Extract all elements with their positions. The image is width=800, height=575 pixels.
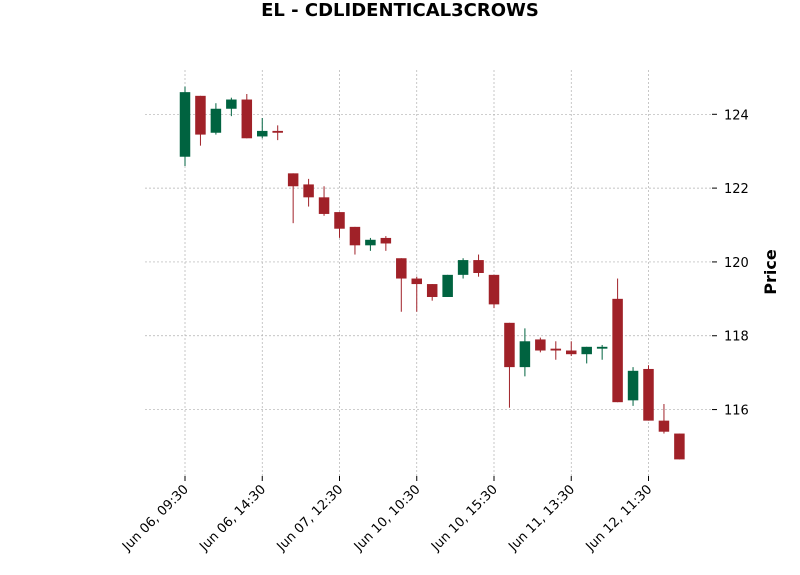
- y-tick-label: 124: [724, 108, 749, 123]
- candle-body-down: [195, 95, 206, 135]
- candle-body-up: [365, 239, 376, 246]
- candle-body-down: [318, 197, 330, 214]
- y-tick-label: 122: [724, 182, 749, 197]
- candle-body-down: [550, 348, 562, 351]
- candle-body-down: [504, 322, 515, 368]
- grid-layer: [145, 70, 712, 476]
- candle-body-down: [334, 212, 345, 229]
- candle-body-up: [210, 108, 222, 133]
- chart-title: EL - CDLIDENTICAL3CROWS: [261, 0, 539, 21]
- x-tick-label: Jun 06, 09:30: [119, 482, 192, 555]
- candle-body-down: [612, 298, 623, 403]
- candle-body-down: [643, 368, 654, 421]
- candle-body-down: [566, 350, 577, 355]
- candle-body-down: [349, 226, 361, 246]
- y-tick-label: 116: [724, 404, 749, 419]
- candle-body-down: [287, 173, 299, 187]
- candle-body-up: [442, 274, 453, 297]
- candle-body-up: [257, 130, 268, 137]
- candle-body-up: [596, 346, 608, 349]
- candle-body-down: [674, 433, 685, 460]
- x-tick-label: Jun 10, 15:30: [428, 482, 501, 555]
- axis-layer: 116 118 120 122 124 Jun 06, 09:30 Jun 06, 14:3…: [119, 108, 749, 555]
- x-tick-label: Jun 10, 10:30: [351, 482, 424, 555]
- y-tick-label: 118: [724, 330, 749, 345]
- candle-body-up: [519, 341, 531, 368]
- candle-body-down: [396, 258, 407, 279]
- candle-layer: [179, 86, 685, 460]
- x-tick-label: Jun 11, 13:30: [505, 482, 578, 555]
- candle-body-up: [226, 99, 237, 109]
- candle-body-down: [411, 278, 422, 285]
- y-axis-label: Price: [761, 249, 780, 295]
- candle-body-down: [241, 99, 253, 139]
- candle-body-down: [380, 237, 392, 244]
- candle-body-down: [658, 420, 670, 432]
- candle-body-down: [473, 260, 484, 273]
- x-tick-label: Jun 06, 14:30: [196, 482, 269, 555]
- candle-body-down: [303, 184, 314, 198]
- candle-body-down: [535, 339, 546, 351]
- candle-body-up: [627, 370, 639, 401]
- candle-body-down: [272, 130, 283, 133]
- candle-body-up: [457, 260, 469, 275]
- candle-body-down: [488, 274, 500, 305]
- x-tick-label: Jun 07, 12:30: [274, 482, 347, 555]
- candle-body-up: [179, 92, 191, 157]
- candle-body-up: [581, 346, 592, 355]
- candle-body-down: [426, 284, 438, 297]
- y-tick-label: 120: [724, 256, 749, 271]
- x-tick-label: Jun 12, 11:30: [583, 482, 656, 555]
